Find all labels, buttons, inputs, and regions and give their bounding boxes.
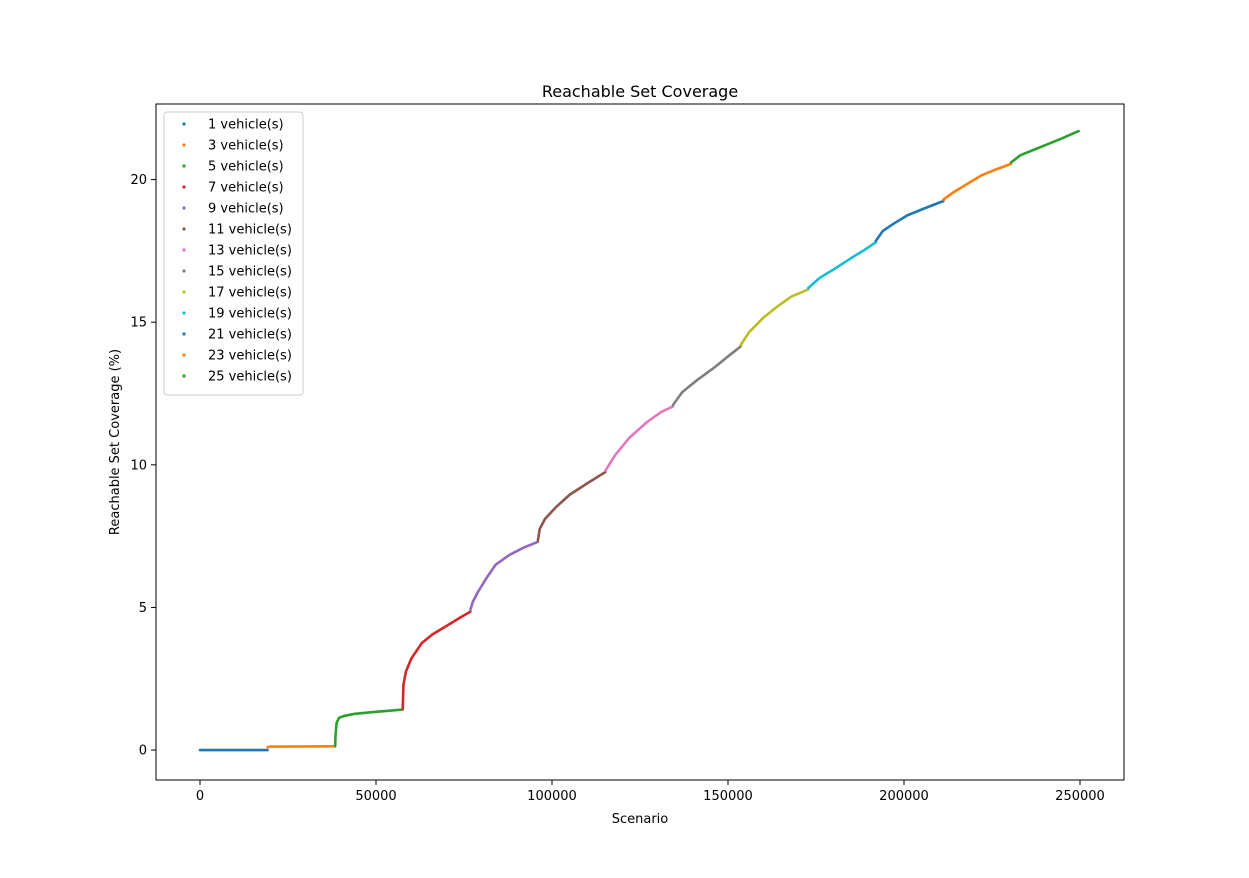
legend-marker-4 [182,185,186,189]
series-6-points [536,470,607,542]
legend-marker-12 [182,353,186,357]
plot-frame [155,103,1125,781]
y-axis-ticks: 0 5 10 15 20 [130,173,156,759]
x-axis-ticks: 0 50000 100000 150000 200000 250000 [196,780,1105,804]
legend-label-7: 13 vehicle(s) [208,244,292,259]
x-tick-label-1: 50000 [355,789,396,804]
legend-marker-3 [182,164,186,168]
legend-label-6: 11 vehicle(s) [208,223,292,238]
legend-label-10: 19 vehicle(s) [208,307,292,322]
legend-marker-11 [182,332,186,336]
legend-marker-8 [182,269,186,273]
series-5-points [469,540,540,612]
legend-marker-7 [182,248,186,252]
series-11-points [874,199,945,243]
legend-marker-13 [182,374,186,378]
x-axis-label: Scenario [612,812,669,827]
legend-marker-5 [182,206,186,210]
y-tick-label-4: 20 [130,173,147,188]
y-axis-label: Reachable Set Coverage (%) [108,349,123,535]
legend-marker-9 [182,290,186,294]
x-tick-label-4: 200000 [879,789,929,804]
x-tick-label-0: 0 [196,789,204,804]
chart-title: Reachable Set Coverage [542,82,738,101]
series-12-points [942,162,1013,201]
legend: 1 vehicle(s) 3 vehicle(s) 5 vehicle(s) 7 ve… [163,111,304,396]
series-7-points [604,405,675,472]
y-tick-label-2: 10 [130,458,147,473]
series-4-points [401,610,472,710]
legend-marker-10 [182,311,186,315]
legend-marker-1 [182,122,186,126]
legend-label-13: 25 vehicle(s) [208,370,292,385]
legend-label-1: 1 vehicle(s) [208,118,284,133]
series-13-points [1009,129,1080,164]
x-tick-label-3: 150000 [703,789,753,804]
legend-label-2: 3 vehicle(s) [208,139,284,154]
y-tick-label-1: 5 [139,601,147,616]
y-tick-label-0: 0 [139,744,147,759]
legend-label-11: 21 vehicle(s) [208,328,292,343]
series-3-points [333,708,405,748]
legend-label-12: 23 vehicle(s) [208,349,292,364]
legend-marker-2 [182,143,186,147]
x-tick-label-2: 100000 [527,789,577,804]
series-9-points [739,288,810,347]
legend-label-3: 5 vehicle(s) [208,160,284,175]
legend-label-9: 17 vehicle(s) [208,286,292,301]
legend-marker-6 [182,227,186,231]
legend-label-4: 7 vehicle(s) [208,181,284,196]
series-10-points [806,241,878,290]
x-tick-label-5: 250000 [1055,789,1105,804]
legend-box [163,111,304,396]
series-8-points [671,345,742,407]
series-2-points [266,745,337,749]
legend-label-8: 15 vehicle(s) [208,265,292,280]
data-layer [198,129,1080,752]
y-tick-label-3: 15 [130,316,147,331]
legend-label-5: 9 vehicle(s) [208,202,284,217]
